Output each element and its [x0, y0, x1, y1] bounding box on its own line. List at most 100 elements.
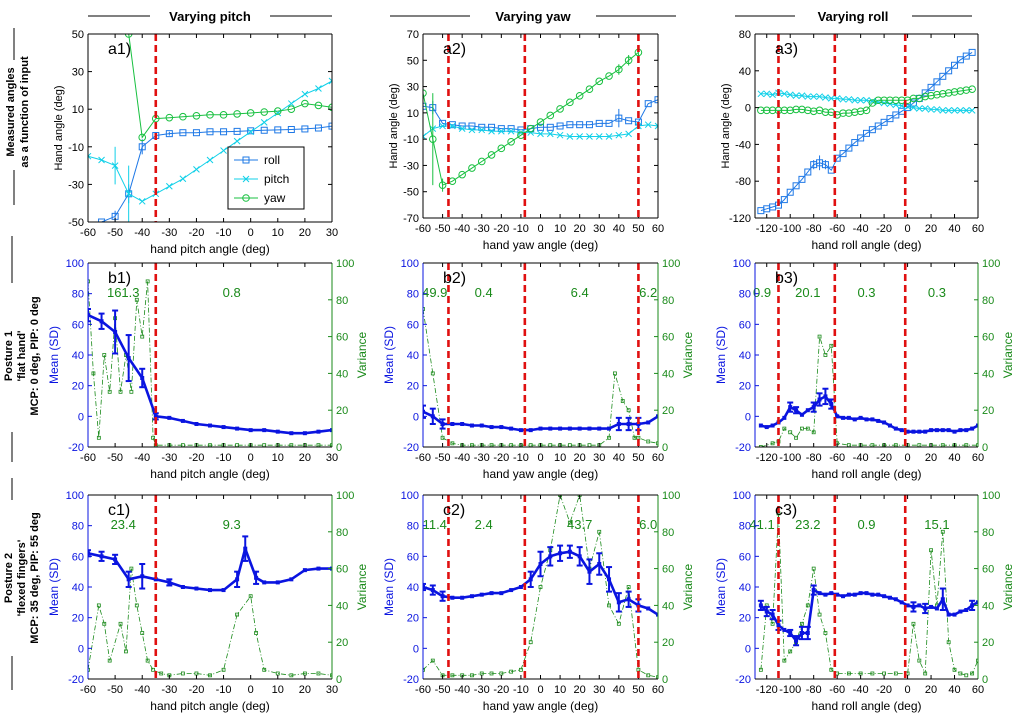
mean-point: [882, 420, 887, 425]
data-point-roll: [644, 100, 652, 108]
x-tick-label: -20: [493, 452, 509, 464]
data-point-yaw: [428, 135, 437, 143]
row-title-line: Posture 2: [3, 553, 15, 603]
mean-point: [248, 428, 253, 433]
y-tick-label-right: 80: [982, 527, 994, 539]
y-axis-label: Hand angle (deg): [720, 83, 732, 168]
variance-point: [254, 631, 258, 635]
variance-point: [151, 435, 155, 440]
mean-point: [946, 612, 951, 617]
series-pitch: [423, 121, 658, 140]
column-title-pitch: Varying pitch: [169, 9, 251, 24]
mean-point: [423, 409, 425, 414]
x-axis-label: hand yaw angle (deg): [483, 238, 598, 252]
variance-point: [870, 671, 875, 676]
panel-label: c3): [775, 502, 797, 519]
data-point-yaw: [762, 106, 771, 115]
x-tick-label: -30: [161, 227, 177, 239]
series-line-yaw: [128, 34, 332, 139]
x-tick-label: 40: [613, 684, 625, 696]
legend: roll pitch yaw: [227, 146, 305, 210]
data-point-roll: [868, 126, 876, 134]
legend-marker-yaw: [242, 194, 250, 202]
panel-label: b2): [443, 270, 466, 287]
mean-point: [794, 408, 799, 413]
y-tick-label: -80: [735, 176, 751, 188]
data-point-pitch: [423, 133, 427, 140]
data-point-yaw: [809, 107, 818, 116]
y-tick-label: -40: [735, 139, 751, 151]
mean-point: [626, 422, 631, 426]
data-point-roll: [933, 78, 941, 86]
variance-label: 49.9: [422, 285, 447, 300]
variance-point: [151, 667, 155, 672]
variance-point: [499, 671, 504, 676]
legend-marker-roll: [242, 156, 250, 164]
mean-point: [167, 580, 172, 585]
mean-point: [528, 577, 533, 582]
variance-point: [597, 529, 602, 534]
data-point-roll: [576, 121, 584, 129]
data-point-yaw: [192, 111, 201, 120]
mean-point: [817, 397, 822, 402]
data-point-pitch: [654, 122, 658, 130]
mean-point: [864, 417, 869, 422]
data-point-yaw: [566, 98, 574, 107]
x-tick-label: 20: [925, 684, 937, 696]
panel-label: c1): [108, 502, 130, 519]
x-tick-label: 0: [905, 684, 911, 696]
y-tick-label-right: 80: [336, 527, 348, 539]
y-tick-label: 40: [407, 582, 419, 594]
y-tick-label-right: 100: [982, 490, 1000, 502]
column-title-yaw: Varying yaw: [495, 9, 571, 24]
x-tick-label: 30: [593, 684, 605, 696]
data-point-pitch: [537, 130, 544, 138]
y-tick-label: 0: [78, 411, 84, 423]
mean-point: [113, 557, 118, 562]
x-tick-label: -40: [853, 223, 869, 235]
data-point-yaw: [850, 108, 859, 116]
data-point-roll: [909, 99, 917, 107]
y-tick-label: -20: [403, 674, 419, 686]
x-tick-label: -60: [829, 684, 845, 696]
data-point-pitch: [945, 107, 953, 114]
x-tick-label: 20: [574, 684, 586, 696]
variance-point: [519, 667, 523, 672]
variance-point: [440, 435, 445, 440]
y-axis-label: Mean (SD): [382, 326, 396, 384]
variance-point: [262, 667, 267, 672]
mean-point: [509, 588, 514, 593]
mean-point: [440, 422, 445, 426]
series-yaw: [757, 85, 976, 119]
variance-point: [782, 426, 787, 431]
mean-point: [153, 577, 158, 582]
data-point-yaw: [468, 164, 476, 172]
data-point-roll: [566, 121, 574, 129]
data-point-pitch: [863, 96, 870, 104]
x-tick-label: 0: [537, 684, 543, 696]
x-tick-label: -20: [876, 684, 892, 696]
x-tick-label: 10: [272, 227, 284, 239]
data-point-yaw: [780, 106, 789, 115]
y-axis-label-right: Variance: [681, 563, 695, 610]
x-tick-label: -20: [493, 223, 509, 235]
x-tick-label: 0: [248, 452, 254, 464]
variance-point: [632, 435, 637, 440]
data-point-pitch: [827, 95, 835, 102]
data-point-yaw: [856, 107, 865, 116]
row-title-line: MCP: 35 deg, PIP: 55 deg: [29, 512, 41, 643]
mean-point: [764, 609, 769, 614]
data-point-pitch: [845, 95, 853, 103]
plot-data: [757, 48, 976, 215]
mean-point: [846, 415, 851, 420]
y-tick-label: 80: [407, 521, 419, 533]
variance-label: 161.3: [107, 285, 140, 300]
data-point-roll: [780, 196, 788, 204]
x-tick-label: -10: [513, 684, 529, 696]
y-axis-label: Mean (SD): [714, 558, 728, 616]
mean-point: [489, 425, 494, 430]
mean-point: [262, 580, 267, 585]
data-point-pitch: [939, 107, 947, 114]
data-point-roll: [654, 96, 658, 104]
x-tick-label: -80: [806, 452, 822, 464]
